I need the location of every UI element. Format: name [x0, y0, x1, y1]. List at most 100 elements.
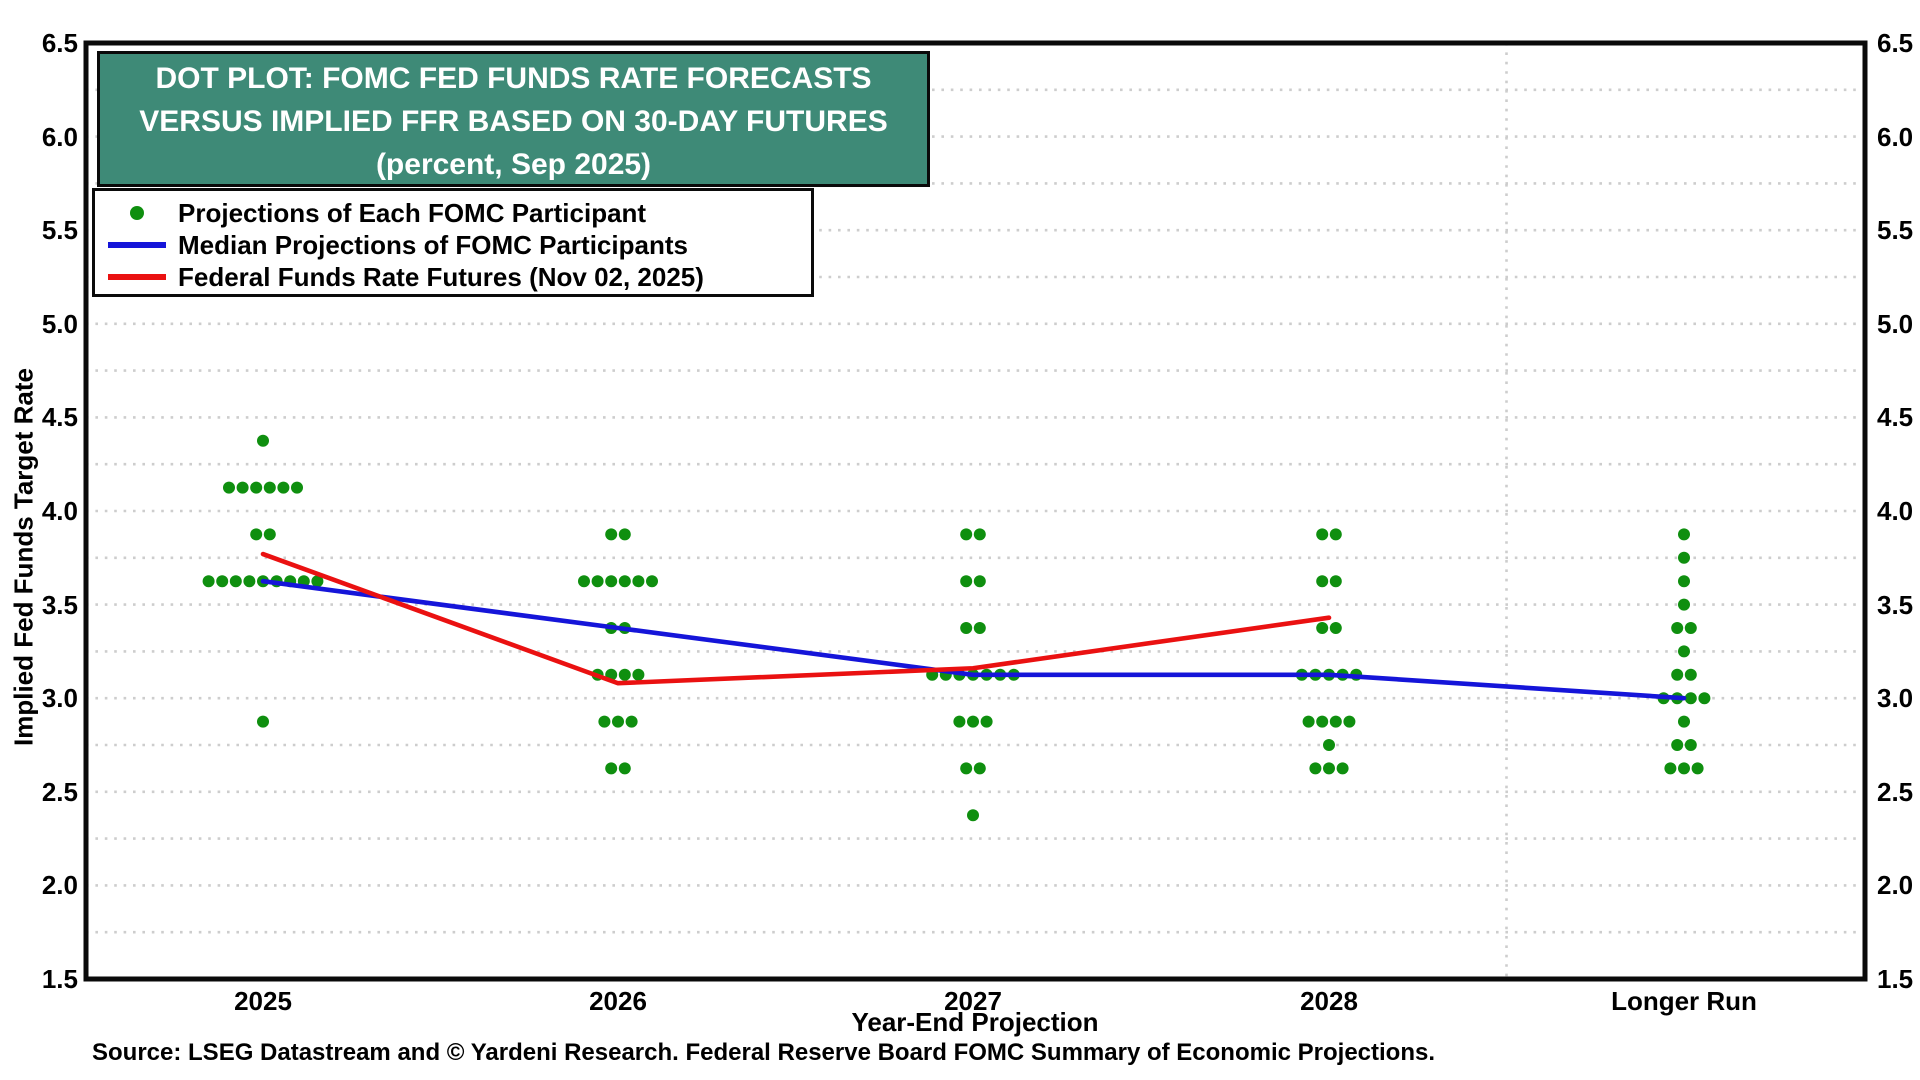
fomc-participant-dot: [973, 762, 986, 775]
fomc-participant-dot: [967, 809, 979, 822]
y-tick-label-right: 6.5: [1877, 28, 1914, 58]
fomc-participant-dot: [967, 715, 979, 728]
fomc-participant-dot: [1343, 715, 1356, 728]
fomc-participant-dot: [1698, 692, 1711, 705]
fomc-participant-dot: [1316, 575, 1329, 588]
fomc-participant-dot: [243, 575, 256, 588]
fomc-participant-dot: [1671, 668, 1684, 681]
fomc-participant-dot: [263, 528, 276, 541]
fomc-participant-dot: [1329, 622, 1342, 634]
chart-title-line-2: VERSUS IMPLIED FFR BASED ON 30-DAY FUTUR…: [139, 105, 888, 138]
fomc-participant-dot: [1316, 528, 1329, 541]
fomc-participant-dot: [250, 481, 263, 494]
fomc-participant-dot: [973, 575, 986, 588]
fomc-participant-dot: [1678, 645, 1690, 658]
fomc-participant-dot: [578, 575, 590, 588]
legend-label: Projections of Each FOMC Participant: [178, 197, 647, 228]
fomc-participant-dot: [1309, 762, 1322, 775]
fomc-participant-dot: [1671, 622, 1684, 634]
fomc-participant-dot: [612, 715, 624, 728]
fomc-participant-dot: [980, 715, 993, 728]
fomc-participant-dot: [250, 528, 263, 541]
red-line-icon: [107, 274, 166, 280]
y-tick-label-right: 2.5: [1877, 776, 1914, 807]
x-tick-label: 2027: [944, 986, 1002, 1016]
fomc-participant-dot: [202, 575, 215, 588]
fomc-participant-dot: [257, 434, 269, 447]
fomc-participant-dot: [1323, 739, 1335, 751]
y-tick-label-right: 2.0: [1877, 870, 1914, 901]
median-projection-line: [260, 578, 1687, 701]
chart-title-box: DOT PLOT: FOMC FED FUNDS RATE FORECASTS …: [97, 51, 930, 187]
fomc-participant-dot: [1691, 762, 1704, 775]
x-tick-label: 2025: [234, 986, 292, 1016]
y-tick-label-left: 4.5: [41, 402, 78, 433]
fomc-participant-dot: [1684, 692, 1697, 705]
y-tick-label-right: 3.5: [1877, 589, 1914, 620]
fomc-participant-dot: [311, 575, 324, 588]
fomc-participant-dot: [618, 575, 631, 588]
y-tick-label-left: 6.0: [41, 121, 78, 152]
fomc-participant-dot: [277, 481, 290, 494]
fomc-participant-dot: [1678, 762, 1690, 775]
y-tick-label-right: 4.5: [1877, 402, 1914, 433]
fomc-participant-dot: [598, 715, 611, 728]
y-tick-label-left: 5.0: [41, 308, 78, 339]
fomc-participant-dot: [1678, 575, 1690, 588]
fomc-participant-dot: [973, 528, 986, 541]
y-tick-label-left: 2.5: [41, 776, 78, 807]
fomc-participant-dot: [1684, 668, 1697, 681]
source-note: Source: LSEG Datastream and © Yardeni Re…: [92, 1039, 1436, 1066]
legend-label: Federal Funds Rate Futures (Nov 02, 2025…: [178, 261, 704, 292]
fomc-participant-dot: [618, 668, 631, 681]
fomc-participant-dot: [960, 528, 973, 541]
fomc-participant-dot: [591, 575, 604, 588]
y-tick-label-left: 2.0: [41, 870, 78, 901]
fomc-participant-dot: [632, 575, 645, 588]
fomc-participant-dot: [632, 668, 645, 681]
fomc-participant-dot: [618, 528, 631, 541]
y-tick-label-right: 5.0: [1877, 308, 1914, 339]
fomc-participant-dot: [960, 575, 973, 588]
fomc-participant-dot: [1329, 715, 1342, 728]
fomc-participant-dot: [1664, 762, 1677, 775]
chart-title-line-1: DOT PLOT: FOMC FED FUNDS RATE FORECASTS: [155, 62, 872, 95]
x-axis-title: Year-End Projection: [851, 1007, 1099, 1037]
fomc-participant-dot: [1678, 528, 1690, 541]
fomc-participant-dot: [953, 715, 966, 728]
chart-legend: Projections of Each FOMC Participant Med…: [92, 188, 814, 297]
fomc-participant-dot: [1323, 762, 1335, 775]
y-tick-label-left: 3.5: [41, 589, 78, 620]
fomc-participant-dot: [216, 575, 229, 588]
fomc-participant-dot: [1329, 575, 1342, 588]
y-tick-label-right: 6.0: [1877, 121, 1914, 152]
legend-marker-cell: [95, 206, 178, 220]
y-tick-label-right: 1.5: [1877, 964, 1914, 994]
fomc-participant-dot: [618, 762, 631, 775]
fomc-participant-dot: [1316, 622, 1329, 634]
legend-item-futures: Federal Funds Rate Futures (Nov 02, 2025…: [95, 261, 811, 293]
fomc-participant-dot: [1336, 762, 1349, 775]
x-tick-label: 2028: [1300, 986, 1358, 1016]
y-tick-label-right: 4.0: [1877, 496, 1914, 526]
y-tick-label-right: 3.0: [1877, 683, 1914, 714]
fomc-participant-dot: [291, 481, 303, 494]
fomc-participant-dot: [1684, 622, 1697, 634]
fomc-participant-dot: [960, 622, 973, 634]
legend-item-projections: Projections of Each FOMC Participant: [95, 197, 811, 229]
fomc-participant-dot: [1678, 598, 1690, 611]
fomc-participant-dot: [229, 575, 242, 588]
fomc-participant-dot: [1329, 528, 1342, 541]
legend-marker-cell: [95, 242, 178, 248]
fomc-participant-dot: [1671, 739, 1684, 751]
fomc-participant-dot: [1302, 715, 1315, 728]
fomc-participant-dot: [605, 528, 618, 541]
fomc-participant-dot: [223, 481, 235, 494]
legend-marker-cell: [95, 274, 178, 280]
plot-frame: [83, 40, 1868, 982]
blue-line-icon: [107, 242, 166, 248]
fomc-participant-dot: [960, 762, 973, 775]
fomc-participant-dot: [646, 575, 658, 588]
